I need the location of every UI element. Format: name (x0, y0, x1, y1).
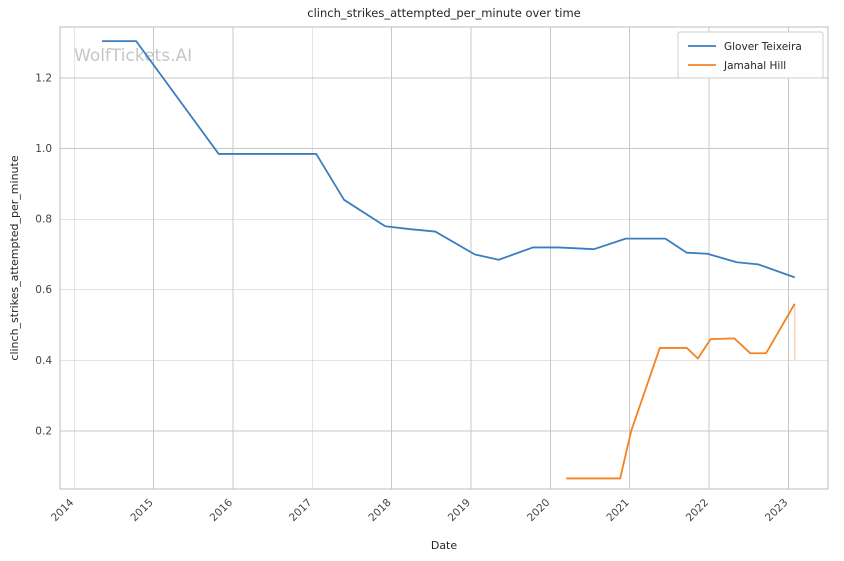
y-tick-0.6: 0.6 (35, 284, 52, 296)
x-tick-2017: 2017 (287, 497, 314, 524)
x-tick-2019: 2019 (446, 497, 473, 524)
x-tick-2015: 2015 (128, 497, 155, 524)
series-line-0 (102, 40, 795, 279)
series-line-1 (566, 303, 796, 480)
watermark-label: WolfTickets.AI (74, 46, 192, 66)
legend-label-1[interactable]: Jamahal Hill (723, 60, 786, 72)
x-tick-2023: 2023 (763, 497, 790, 524)
plot-area-border (59, 26, 829, 490)
x-tick-2016: 2016 (208, 496, 236, 524)
x-axis-tick-labels: 2014 2015 2016 2017 2018 2019 2020 2021 2022 2023 (49, 496, 790, 524)
y-tick-1.0: 1.0 (35, 143, 52, 155)
y-tick-0.8: 0.8 (35, 214, 52, 226)
gridlines (60, 27, 828, 489)
y-tick-0.4: 0.4 (35, 355, 52, 367)
x-tick-2018: 2018 (366, 497, 393, 524)
x-tick-2020: 2020 (525, 497, 552, 524)
y-axis-label: clinch_strikes_attempted_per_minute (8, 155, 21, 360)
legend-label-0[interactable]: Glover Teixeira (724, 41, 802, 53)
legend-box (677, 31, 824, 79)
x-tick-2014: 2014 (49, 496, 77, 524)
y-tick-0.2: 0.2 (35, 425, 52, 437)
x-axis-label: Date (431, 539, 458, 552)
series-lines (102, 40, 796, 480)
x-tick-2021: 2021 (604, 497, 631, 524)
x-tick-2022: 2022 (684, 497, 711, 524)
y-tick-1.2: 1.2 (35, 73, 52, 85)
y-axis-tick-labels: 0.2 0.4 0.6 0.8 1.0 1.2 (35, 73, 52, 438)
chart-legend[interactable]: Glover Teixeira Jamahal Hill (677, 31, 824, 79)
chart-title: clinch_strikes_attempted_per_minute over… (307, 6, 580, 20)
